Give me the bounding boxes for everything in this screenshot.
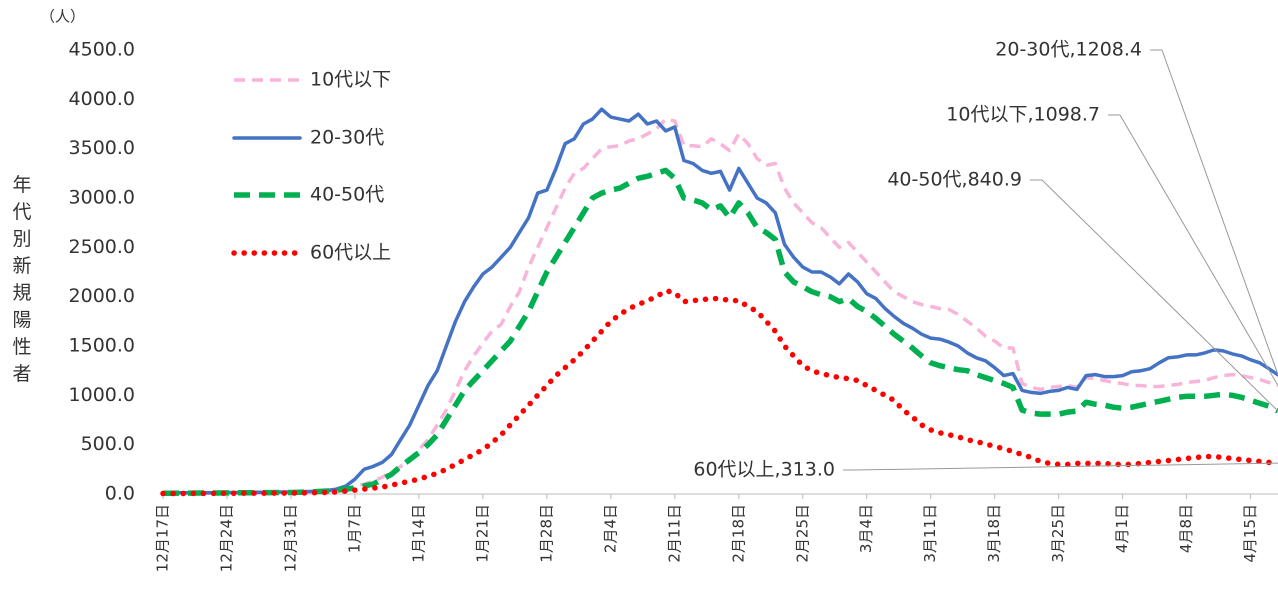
x-tick-label: 4月15日 [1241, 504, 1259, 563]
y-tick-label: 2000.0 [69, 285, 135, 307]
data-label: 60代以上,313.0 [693, 459, 835, 481]
y-tick-label: 500.0 [81, 433, 135, 455]
leader-line [1119, 114, 1278, 386]
y-axis-label-text: 年代別新規陽性者 [12, 174, 31, 385]
y-tick-label: 2500.0 [69, 236, 135, 258]
series-line [163, 167, 1278, 496]
legend-label: 40-50代 [310, 184, 384, 206]
y-axis-label: 年代別新規陽性者 [12, 174, 31, 385]
y-tick-label: 1500.0 [69, 335, 135, 357]
data-label: 20-30代,1208.4 [995, 39, 1142, 61]
x-tick-label: 1月14日 [409, 504, 427, 563]
y-tick-label: 1000.0 [69, 384, 135, 406]
y-tick-label: 3000.0 [69, 187, 135, 209]
x-tick-label: 3月18日 [985, 504, 1003, 563]
x-tick-label: 1月21日 [473, 504, 491, 563]
leader-line [854, 462, 1278, 471]
x-tick-label: 3月4日 [857, 504, 875, 553]
series-line [161, 107, 1278, 495]
x-tick-label: 2月25日 [793, 504, 811, 563]
legend-label: 60代以上 [310, 242, 391, 264]
y-unit: （人） [40, 8, 85, 26]
x-tick-label: 2月18日 [729, 504, 747, 563]
x-tick-label: 3月11日 [921, 504, 939, 563]
x-tick-label: 3月25日 [1049, 504, 1067, 563]
x-tick-label: 2月4日 [601, 504, 619, 553]
y-tick-label: 4000.0 [69, 88, 135, 110]
y-tick-label: 3500.0 [69, 137, 135, 159]
data-label: 10代以下,1098.7 [946, 104, 1100, 126]
x-tick-label: 2月11日 [665, 504, 683, 563]
data-label: 40-50代,840.9 [887, 169, 1022, 191]
x-tick-label: 12月17日 [154, 504, 172, 572]
legend-label: 10代以下 [310, 69, 391, 91]
x-tick-label: 12月24日 [217, 504, 235, 572]
leader-line [1041, 179, 1278, 412]
leader-line [1161, 49, 1278, 375]
y-tick-label: 0.0 [105, 483, 135, 505]
y-tick-label: 4500.0 [69, 39, 135, 61]
x-tick-label: 1月7日 [345, 504, 363, 553]
x-tick-label: 4月1日 [1113, 504, 1131, 553]
x-tick-label: 1月28日 [537, 504, 555, 563]
x-tick-label: 12月31日 [281, 504, 299, 572]
x-tick-label: 4月8日 [1177, 504, 1195, 553]
legend-label: 20-30代 [310, 127, 384, 149]
